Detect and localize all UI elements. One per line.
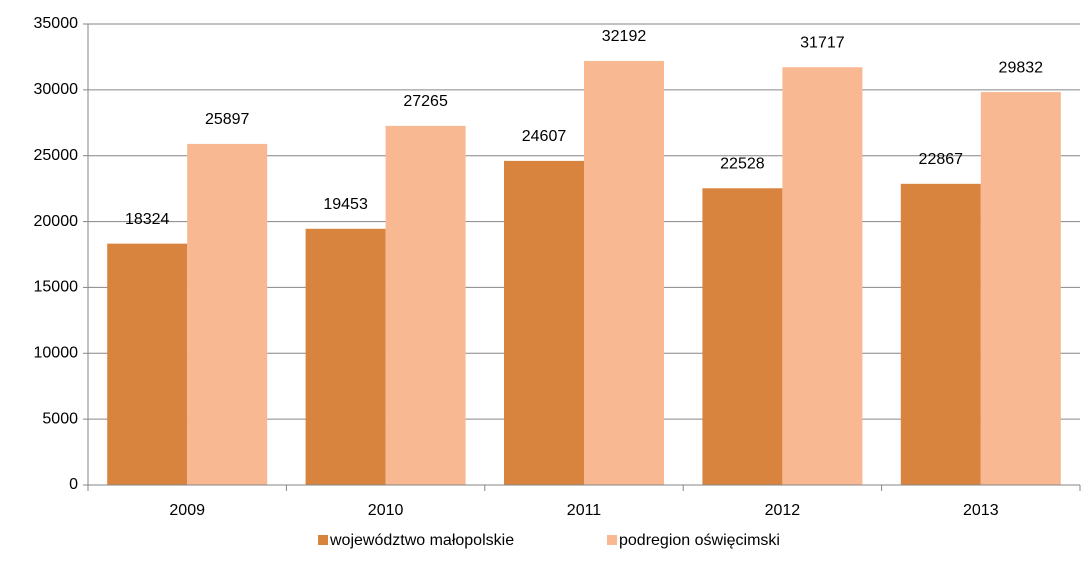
data-label: 27265	[403, 93, 448, 110]
y-tick-label: 0	[69, 476, 78, 493]
y-tick-label: 15000	[34, 279, 79, 296]
x-tick-label: 2012	[765, 502, 801, 519]
bar	[385, 125, 466, 486]
bar	[702, 188, 783, 486]
legend-label: podregion oświęcimski	[619, 532, 780, 549]
bar	[305, 228, 386, 486]
bar	[107, 243, 188, 485]
data-label: 19453	[323, 196, 368, 213]
bar	[782, 67, 863, 486]
legend-swatch	[318, 535, 328, 545]
y-tick-label: 20000	[34, 213, 79, 230]
bar	[584, 60, 664, 485]
data-label: 32192	[602, 28, 647, 45]
bar	[980, 92, 1061, 485]
y-tick-label: 30000	[34, 81, 79, 98]
x-tick-label: 2009	[169, 502, 205, 519]
x-tick-label: 2011	[567, 502, 602, 519]
data-label: 31717	[800, 34, 845, 51]
bar	[900, 183, 981, 485]
bar	[187, 143, 268, 485]
y-tick-label: 5000	[42, 410, 78, 427]
y-tick-label: 10000	[34, 345, 79, 362]
legend-swatch	[607, 535, 617, 545]
data-label: 25897	[205, 111, 250, 128]
y-tick-label: 25000	[34, 147, 79, 164]
bar	[504, 160, 584, 485]
data-label: 18324	[125, 211, 170, 228]
x-tick-label: 2010	[368, 502, 404, 519]
data-label: 24607	[522, 128, 567, 145]
legend-label: województwo małopolskie	[329, 532, 514, 549]
data-label: 22867	[919, 151, 964, 168]
x-tick-label: 2013	[963, 502, 999, 519]
data-label: 22528	[720, 155, 765, 172]
data-label: 29832	[999, 59, 1044, 76]
y-tick-label: 35000	[34, 15, 79, 32]
